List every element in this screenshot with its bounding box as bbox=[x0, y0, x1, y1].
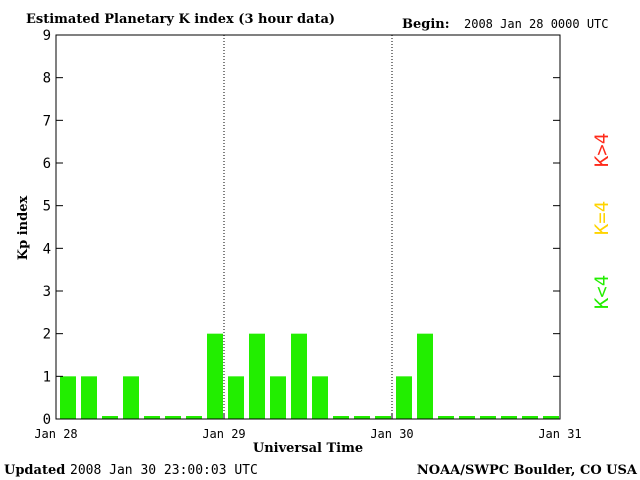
kp-bar bbox=[459, 416, 475, 419]
begin-value: 2008 Jan 28 0000 UTC bbox=[464, 17, 609, 31]
kp-bar bbox=[501, 416, 517, 419]
kp-bar bbox=[543, 416, 559, 419]
source-credit: NOAA/SWPC Boulder, CO USA bbox=[417, 463, 638, 478]
kp-bar bbox=[228, 376, 244, 419]
kp-bar bbox=[102, 416, 118, 419]
y-tick-label: 4 bbox=[43, 241, 51, 257]
kp-bar bbox=[396, 376, 412, 419]
y-tick-label: 8 bbox=[43, 71, 51, 87]
legend-k-equal-4: K=4 bbox=[591, 201, 613, 235]
kp-bar bbox=[438, 416, 454, 419]
axis-ticks: 0 1 2 3 4 5 6 7 8 9 Jan 28 Jan 29 Jan 30 Jan 31 bbox=[34, 28, 581, 441]
y-tick-label: 5 bbox=[43, 199, 51, 215]
legend-k-below-4: K<4 bbox=[591, 275, 613, 309]
kp-bar bbox=[522, 416, 538, 419]
begin-label: Begin: bbox=[402, 17, 450, 32]
kp-bar bbox=[123, 376, 139, 419]
x-tick-label: Jan 28 bbox=[34, 427, 77, 441]
kp-bar bbox=[291, 333, 307, 419]
y-tick-label: 7 bbox=[43, 113, 51, 129]
legend-k-above-4: K>4 bbox=[591, 133, 613, 167]
kp-bar bbox=[270, 376, 286, 419]
kp-bar bbox=[81, 376, 97, 419]
y-tick-label: 1 bbox=[43, 369, 51, 385]
kp-bar bbox=[249, 333, 265, 419]
kp-bar bbox=[417, 333, 433, 419]
y-tick-label: 2 bbox=[43, 327, 51, 343]
y-tick-label: 3 bbox=[43, 284, 51, 300]
kp-bar bbox=[333, 416, 349, 419]
updated-value: 2008 Jan 30 23:00:03 UTC bbox=[70, 463, 258, 478]
kp-bar bbox=[207, 333, 223, 419]
y-axis-label: Kp index bbox=[16, 196, 31, 261]
x-tick-label: Jan 29 bbox=[202, 427, 245, 441]
chart-title: Estimated Planetary K index (3 hour data… bbox=[26, 12, 335, 27]
kp-bar bbox=[144, 416, 160, 419]
kp-bar bbox=[480, 416, 496, 419]
bars bbox=[60, 333, 559, 419]
x-axis-label: Universal Time bbox=[253, 441, 363, 456]
kp-bar bbox=[165, 416, 181, 419]
kp-bar bbox=[354, 416, 370, 419]
x-tick-label: Jan 30 bbox=[370, 427, 413, 441]
y-tick-label: 0 bbox=[43, 412, 51, 428]
kp-bar bbox=[375, 416, 391, 419]
updated-label: Updated bbox=[4, 463, 65, 478]
y-tick-label: 6 bbox=[43, 156, 51, 172]
kp-bar bbox=[312, 376, 328, 419]
kp-bar bbox=[60, 376, 76, 419]
grid bbox=[223, 35, 393, 419]
x-tick-label: Jan 31 bbox=[538, 427, 581, 441]
plot-frame bbox=[55, 34, 561, 420]
y-tick-label: 9 bbox=[43, 28, 51, 44]
kp-bar bbox=[186, 416, 202, 419]
